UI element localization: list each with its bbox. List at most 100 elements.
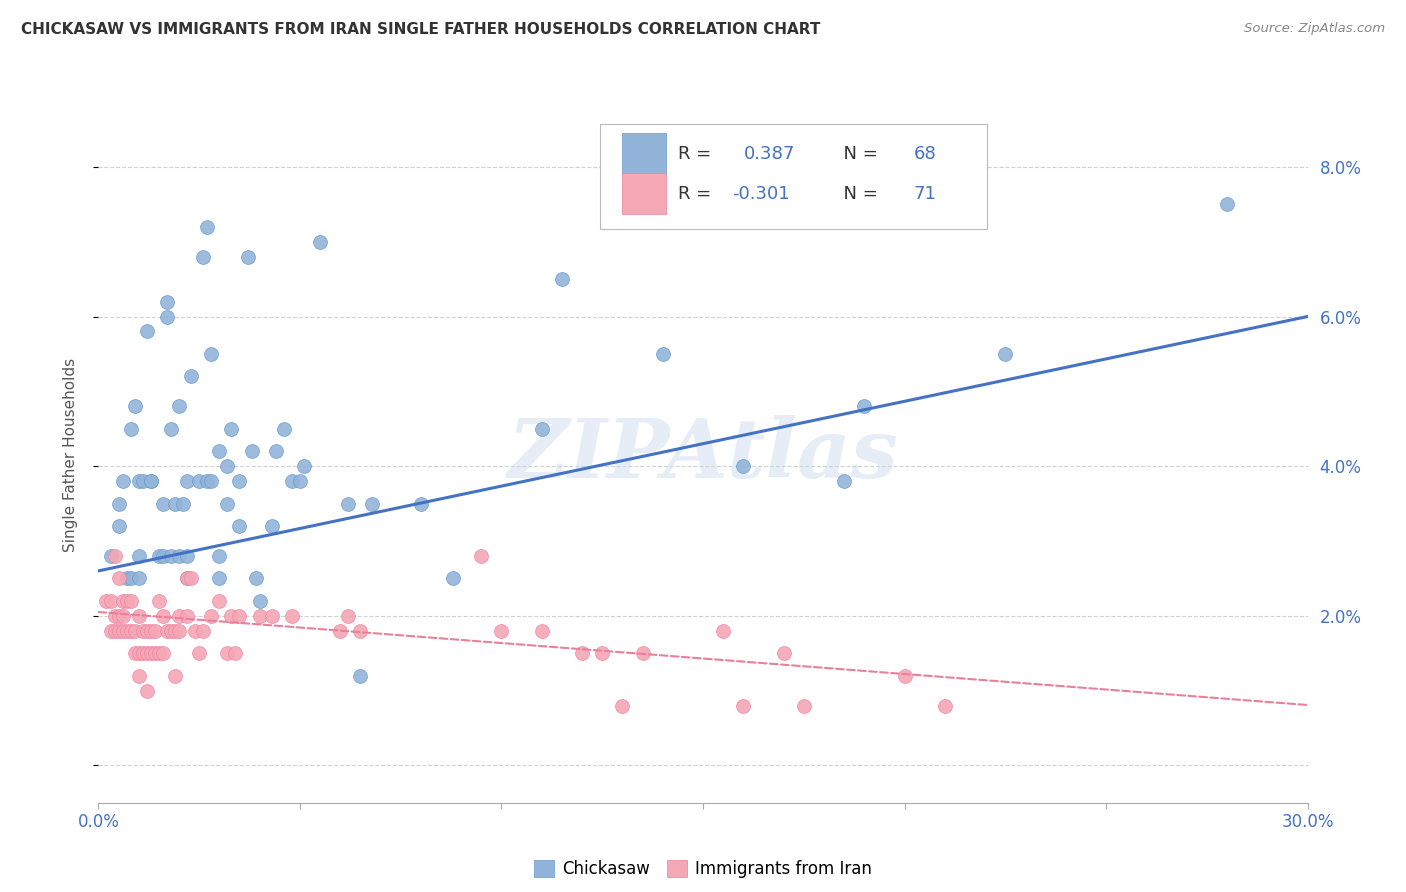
- FancyBboxPatch shape: [600, 124, 987, 229]
- Point: [115, 571, 138, 585]
- FancyBboxPatch shape: [621, 134, 665, 175]
- Point: [264, 444, 287, 458]
- Point: [128, 474, 150, 488]
- Point: [195, 474, 218, 488]
- Point: [651, 347, 673, 361]
- Point: [1216, 197, 1239, 211]
- Point: [188, 646, 211, 660]
- Point: [107, 624, 129, 638]
- Point: [994, 347, 1017, 361]
- Point: [193, 250, 215, 264]
- Point: [156, 624, 179, 638]
- Point: [853, 399, 876, 413]
- Point: [128, 608, 150, 623]
- Text: 68: 68: [914, 145, 936, 163]
- Point: [103, 549, 125, 563]
- Point: [120, 571, 142, 585]
- Point: [107, 571, 129, 585]
- Point: [139, 646, 162, 660]
- Point: [148, 594, 170, 608]
- Point: [152, 646, 174, 660]
- Point: [245, 571, 267, 585]
- Point: [217, 497, 239, 511]
- Point: [120, 624, 142, 638]
- Point: [184, 624, 207, 638]
- Point: [441, 571, 464, 585]
- Point: [160, 624, 183, 638]
- Text: R =: R =: [678, 145, 717, 163]
- Point: [176, 608, 198, 623]
- Point: [111, 608, 134, 623]
- Legend: Chickasaw, Immigrants from Iran: Chickasaw, Immigrants from Iran: [527, 854, 879, 885]
- Text: 71: 71: [914, 185, 936, 202]
- Point: [176, 474, 198, 488]
- Point: [832, 474, 855, 488]
- Point: [135, 683, 157, 698]
- Point: [156, 294, 179, 309]
- Point: [111, 594, 134, 608]
- Point: [208, 444, 231, 458]
- Text: ZIPAtlas: ZIPAtlas: [508, 415, 898, 495]
- Point: [135, 646, 157, 660]
- Point: [139, 474, 162, 488]
- Point: [107, 497, 129, 511]
- Point: [111, 474, 134, 488]
- Point: [139, 474, 162, 488]
- Point: [115, 624, 138, 638]
- Point: [167, 624, 190, 638]
- Point: [128, 646, 150, 660]
- Point: [124, 646, 146, 660]
- Point: [361, 497, 384, 511]
- Point: [551, 272, 574, 286]
- Point: [124, 624, 146, 638]
- Point: [172, 497, 194, 511]
- Point: [132, 624, 155, 638]
- Point: [281, 474, 304, 488]
- Point: [631, 646, 654, 660]
- Point: [491, 624, 513, 638]
- Point: [349, 668, 371, 682]
- Text: N =: N =: [832, 185, 884, 202]
- Point: [195, 219, 218, 234]
- Point: [128, 668, 150, 682]
- Point: [152, 497, 174, 511]
- Point: [96, 594, 118, 608]
- Point: [100, 594, 122, 608]
- Text: -0.301: -0.301: [733, 185, 790, 202]
- Point: [221, 608, 243, 623]
- Point: [273, 422, 295, 436]
- Point: [132, 474, 155, 488]
- Text: R =: R =: [678, 185, 717, 202]
- Point: [176, 549, 198, 563]
- Point: [733, 459, 755, 474]
- Point: [128, 571, 150, 585]
- Point: [135, 325, 157, 339]
- Point: [349, 624, 371, 638]
- Point: [288, 474, 311, 488]
- Text: CHICKASAW VS IMMIGRANTS FROM IRAN SINGLE FATHER HOUSEHOLDS CORRELATION CHART: CHICKASAW VS IMMIGRANTS FROM IRAN SINGLE…: [21, 22, 821, 37]
- Point: [180, 571, 202, 585]
- Point: [217, 459, 239, 474]
- Point: [249, 594, 271, 608]
- Point: [124, 399, 146, 413]
- Point: [208, 549, 231, 563]
- Point: [160, 422, 183, 436]
- Point: [176, 571, 198, 585]
- Point: [148, 646, 170, 660]
- Point: [152, 608, 174, 623]
- Point: [115, 594, 138, 608]
- Point: [240, 444, 263, 458]
- Point: [103, 608, 125, 623]
- Point: [103, 624, 125, 638]
- Point: [337, 497, 360, 511]
- Point: [221, 422, 243, 436]
- FancyBboxPatch shape: [621, 173, 665, 214]
- Point: [228, 474, 250, 488]
- Point: [193, 624, 215, 638]
- Point: [329, 624, 352, 638]
- Text: 0.387: 0.387: [744, 145, 796, 163]
- Point: [132, 646, 155, 660]
- Point: [167, 549, 190, 563]
- Point: [188, 474, 211, 488]
- Point: [176, 571, 198, 585]
